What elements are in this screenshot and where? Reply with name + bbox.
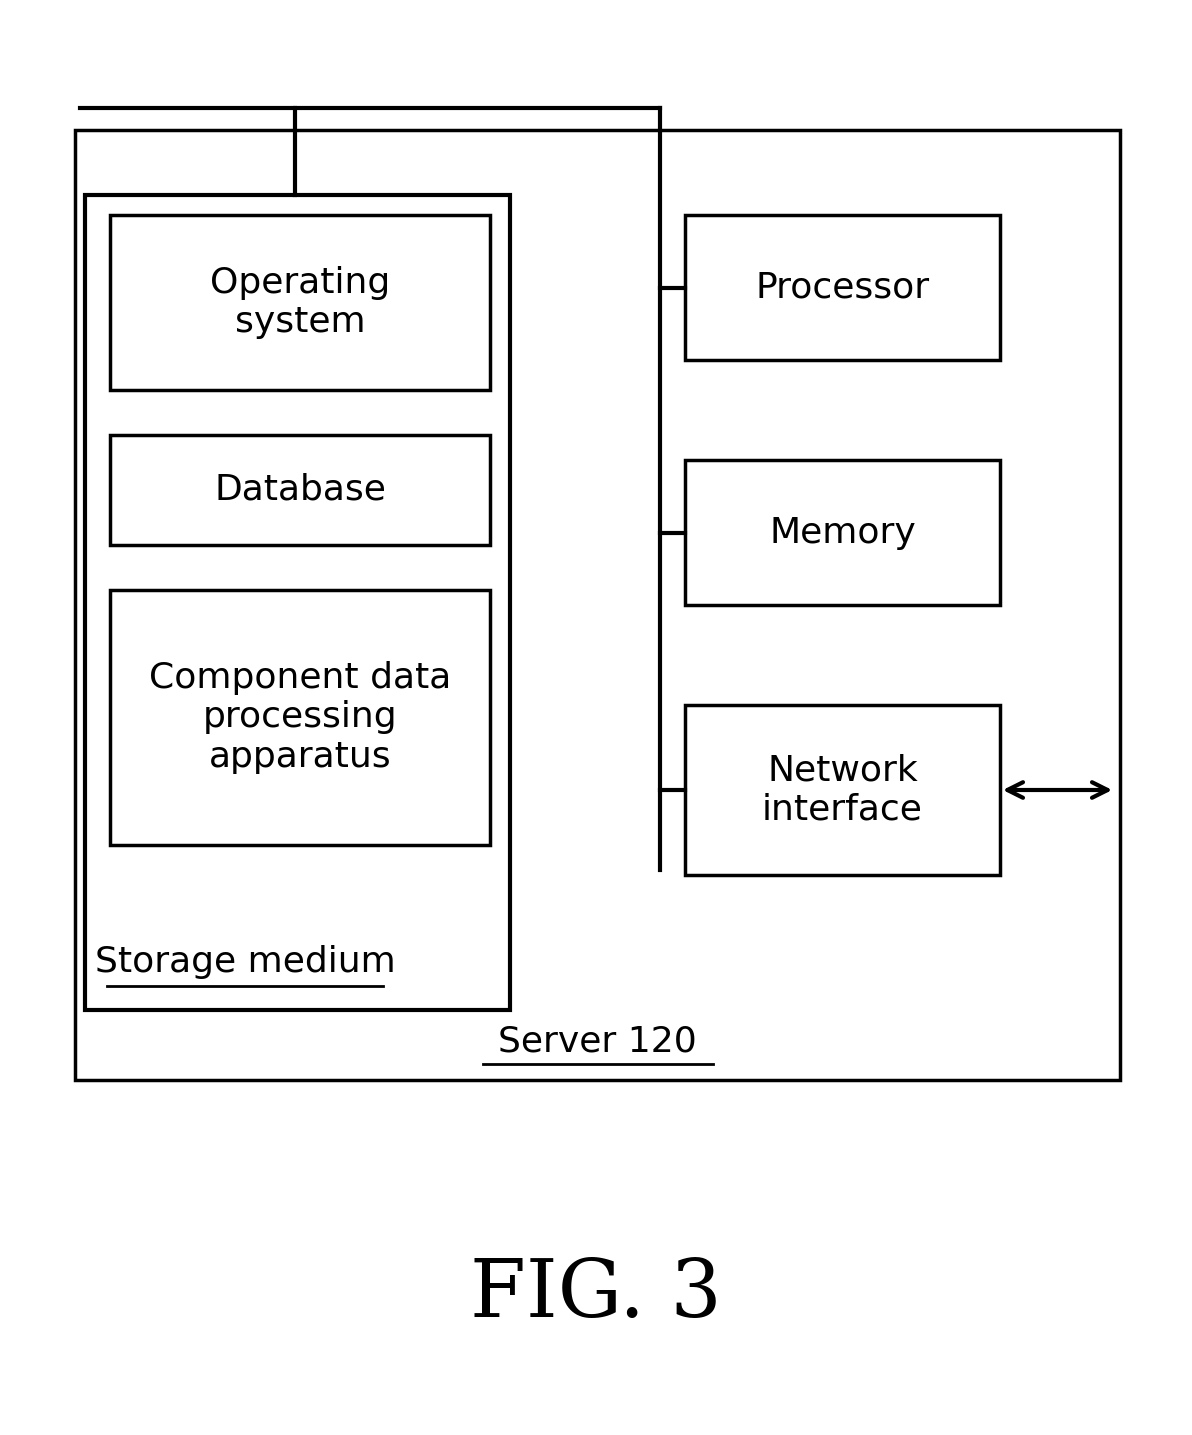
Text: FIG. 3: FIG. 3 (470, 1256, 722, 1335)
Text: Processor: Processor (756, 271, 930, 304)
Bar (110, 215, 490, 390)
Bar (685, 461, 1000, 606)
Bar (85, 195, 510, 1010)
Text: Memory: Memory (769, 515, 915, 550)
Bar (685, 705, 1000, 875)
Bar (110, 435, 490, 545)
Bar (685, 215, 1000, 360)
Text: Server 120: Server 120 (498, 1025, 697, 1059)
Bar (75, 131, 1120, 1081)
Text: Component data
processing
apparatus: Component data processing apparatus (149, 662, 451, 773)
Text: Database: Database (215, 474, 386, 507)
Text: Operating
system: Operating system (210, 265, 390, 339)
Bar (110, 590, 490, 845)
Text: Storage medium: Storage medium (94, 946, 396, 979)
Text: Network
interface: Network interface (762, 753, 923, 827)
